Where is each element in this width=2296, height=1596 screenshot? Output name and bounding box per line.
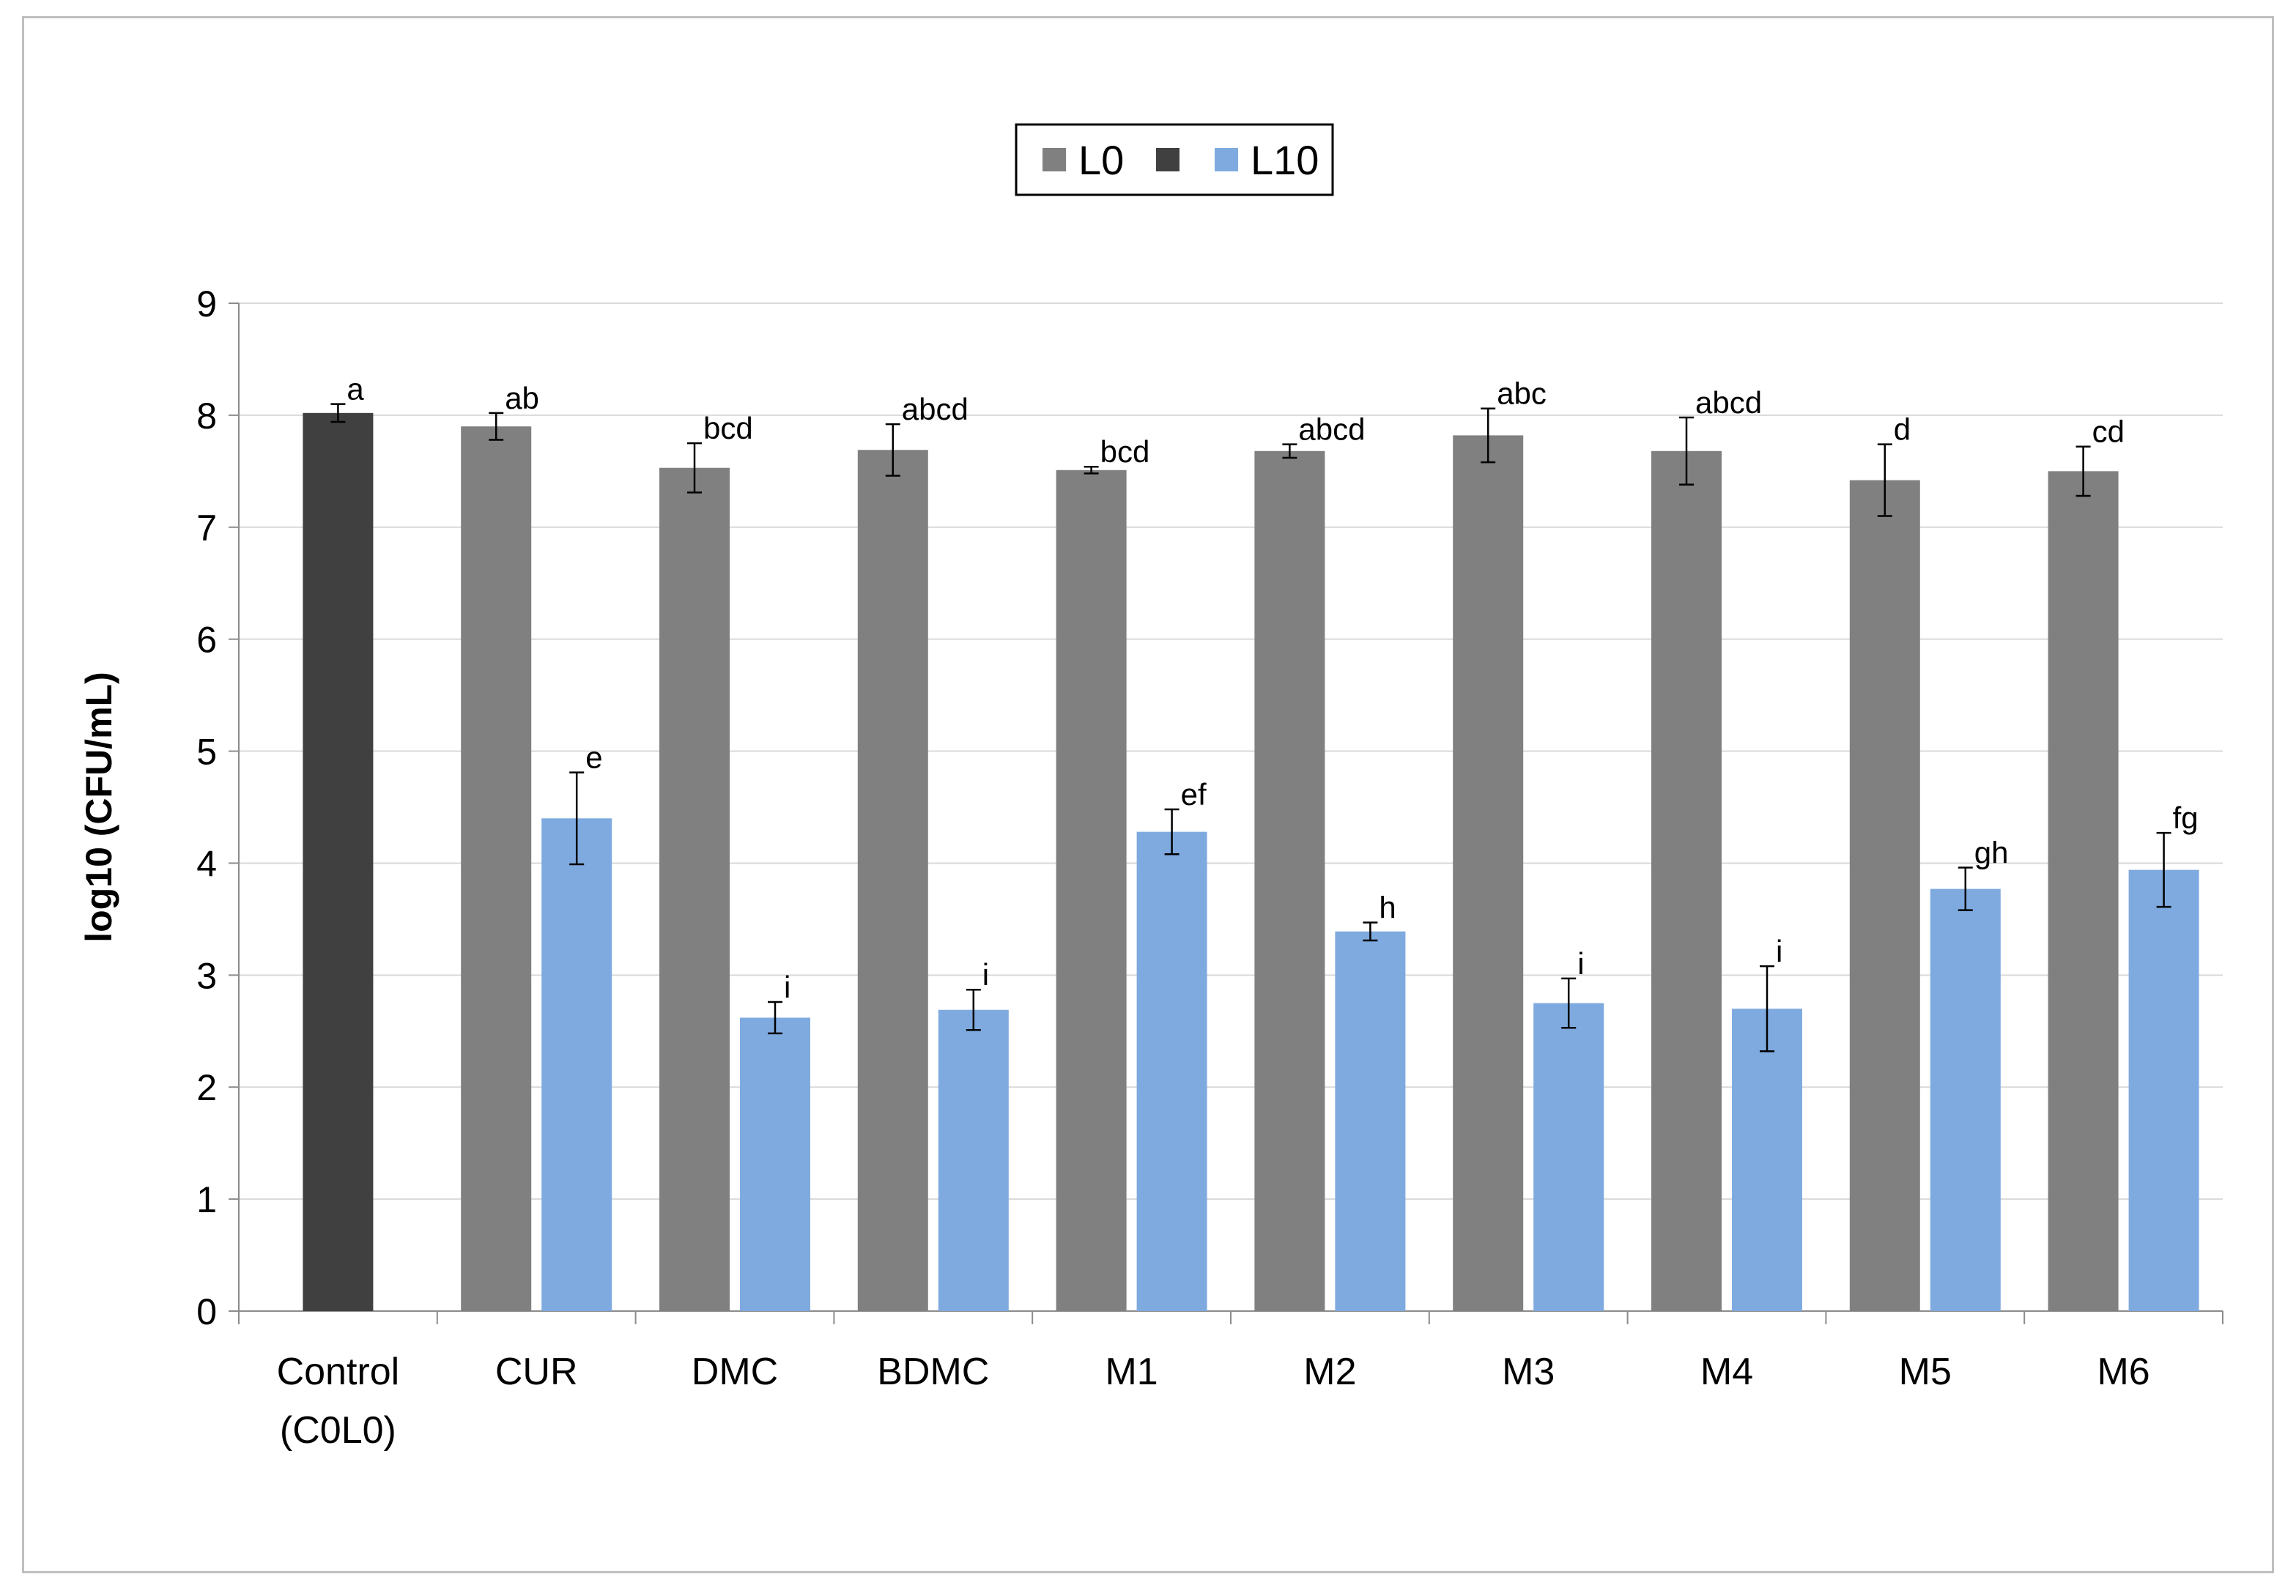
significance-label: d bbox=[1894, 412, 1911, 447]
significance-label: bcd bbox=[1100, 434, 1150, 469]
y-tick-label: 4 bbox=[196, 843, 217, 884]
x-category-label: Control bbox=[277, 1351, 400, 1393]
legend-label: L10 bbox=[1251, 137, 1319, 183]
bar-L0-5 bbox=[1254, 450, 1325, 1311]
legend-label: L0 bbox=[1078, 137, 1124, 183]
significance-label: i bbox=[982, 957, 989, 992]
significance-label: cd bbox=[2092, 415, 2125, 449]
bar-L10-8 bbox=[1930, 888, 2001, 1311]
x-category-label: M4 bbox=[1700, 1351, 1753, 1393]
significance-label: ef bbox=[1181, 777, 1207, 812]
y-tick-label: 7 bbox=[196, 508, 217, 549]
significance-label: fg bbox=[2173, 801, 2199, 835]
bar-L0-2 bbox=[659, 467, 730, 1312]
bar-L10-6 bbox=[1533, 1003, 1604, 1311]
significance-label: abcd bbox=[1298, 412, 1365, 447]
significance-label: abcd bbox=[902, 392, 969, 426]
x-category-label: M6 bbox=[2097, 1351, 2149, 1393]
bar-L10-7 bbox=[1732, 1009, 1802, 1311]
bar-L10-1 bbox=[541, 818, 612, 1311]
x-category-label: M5 bbox=[1899, 1351, 1952, 1393]
significance-label: i bbox=[784, 970, 790, 1004]
bar-L10-9 bbox=[2128, 869, 2199, 1311]
bar-control-0 bbox=[303, 412, 374, 1312]
x-category-label: M1 bbox=[1105, 1351, 1158, 1393]
bar-L0-3 bbox=[857, 450, 928, 1311]
y-tick-label: 6 bbox=[196, 620, 217, 661]
x-category-label: (C0L0) bbox=[280, 1409, 396, 1452]
significance-label: e bbox=[585, 741, 602, 775]
bar-L0-7 bbox=[1651, 450, 1722, 1311]
bar-L0-8 bbox=[1849, 480, 1920, 1311]
significance-label: abcd bbox=[1695, 385, 1762, 420]
legend-swatch bbox=[1043, 148, 1066, 171]
bar-L10-3 bbox=[938, 1009, 1009, 1311]
y-tick-label: 5 bbox=[196, 732, 217, 773]
bar-L10-2 bbox=[740, 1017, 810, 1311]
significance-label: i bbox=[1776, 934, 1782, 968]
legend-swatch bbox=[1215, 148, 1238, 171]
y-tick-label: 8 bbox=[196, 396, 217, 437]
legend-swatch bbox=[1156, 148, 1180, 171]
significance-label: a bbox=[347, 372, 364, 407]
significance-label: i bbox=[1577, 946, 1584, 981]
bar-L10-4 bbox=[1136, 831, 1207, 1311]
significance-label: bcd bbox=[703, 411, 753, 445]
significance-label: ab bbox=[505, 381, 539, 415]
significance-label: abc bbox=[1497, 376, 1547, 411]
x-category-label: M2 bbox=[1303, 1351, 1356, 1393]
y-axis-title: log10 (CFU/mL) bbox=[78, 672, 119, 942]
y-tick-label: 1 bbox=[196, 1179, 217, 1220]
x-category-label: CUR bbox=[495, 1351, 578, 1393]
bar-L0-1 bbox=[461, 426, 532, 1312]
bar-L10-5 bbox=[1335, 931, 1406, 1311]
y-tick-label: 2 bbox=[196, 1067, 217, 1108]
x-category-label: DMC bbox=[692, 1351, 778, 1393]
y-tick-label: 0 bbox=[196, 1291, 217, 1332]
bar-L0-9 bbox=[2048, 471, 2119, 1312]
significance-label: gh bbox=[1974, 836, 2009, 870]
x-category-label: M3 bbox=[1502, 1351, 1555, 1393]
bar-L0-4 bbox=[1056, 469, 1127, 1311]
y-tick-label: 3 bbox=[196, 955, 217, 996]
y-tick-label: 9 bbox=[196, 283, 217, 324]
x-category-label: BDMC bbox=[877, 1351, 989, 1393]
significance-label: h bbox=[1379, 890, 1396, 924]
bar-L0-6 bbox=[1453, 435, 1524, 1311]
